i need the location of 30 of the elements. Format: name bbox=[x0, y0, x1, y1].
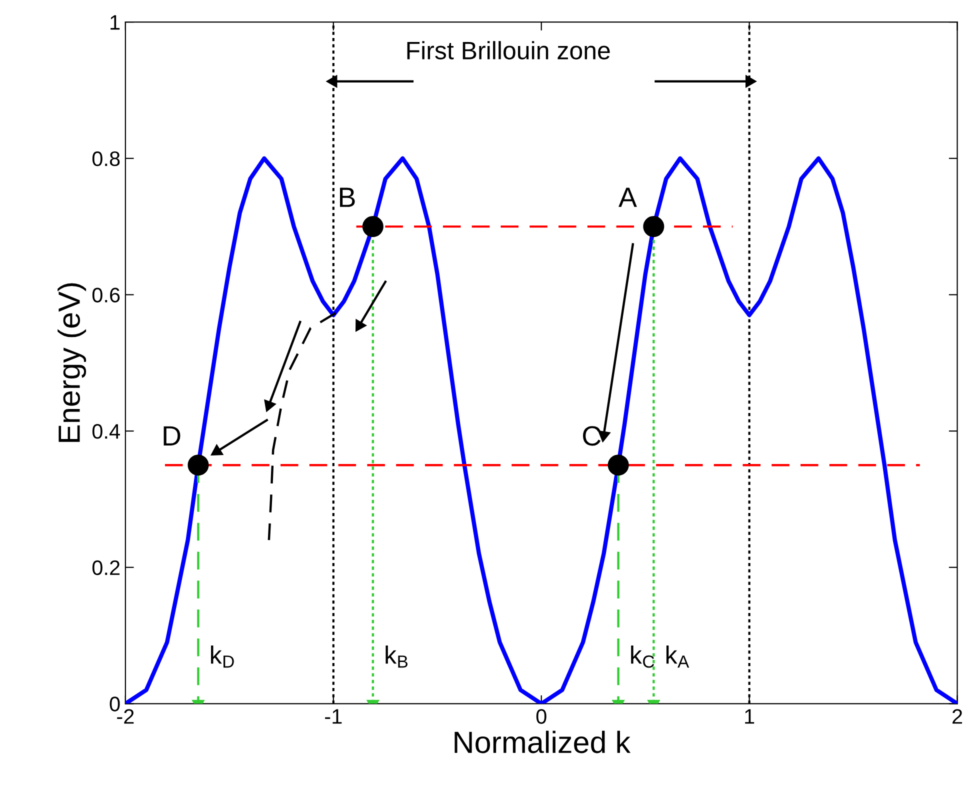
data-label: k$_{A}$ bbox=[666, 646, 690, 668]
x-tick-label: -2 bbox=[117, 709, 134, 724]
data-label: k$_{B}$ bbox=[386, 646, 408, 668]
data-label: A bbox=[618, 188, 637, 207]
point bbox=[356, 319, 366, 332]
y-tick-label: 0.4 bbox=[92, 424, 120, 439]
line-series bbox=[268, 312, 337, 542]
x-tick-label: 0 bbox=[536, 709, 546, 724]
y-tick-label: 0.2 bbox=[92, 560, 120, 576]
x-tick-label: -1 bbox=[325, 709, 342, 724]
y-tick-label: 0.6 bbox=[92, 288, 120, 302]
y-tick-label: 0.8 bbox=[92, 151, 120, 166]
x-tick-label: 1 bbox=[745, 709, 754, 724]
y-tick-label: 0 bbox=[110, 696, 120, 712]
annotation: First Brillouin zone bbox=[407, 41, 610, 60]
x-tick-label: 2 bbox=[952, 709, 962, 724]
data-label: k$_{D}$ bbox=[211, 646, 234, 668]
data-label: D bbox=[164, 426, 180, 446]
point bbox=[643, 216, 664, 238]
x-axis-title: Normalized k bbox=[454, 730, 631, 754]
data-label: B bbox=[340, 188, 355, 207]
data-label: C bbox=[582, 426, 601, 446]
point bbox=[264, 400, 276, 412]
point bbox=[362, 216, 384, 238]
y-axis-title: Energy (eV) bbox=[58, 283, 86, 442]
y-tick-label: 1 bbox=[110, 15, 120, 30]
point bbox=[188, 454, 209, 476]
point bbox=[608, 454, 629, 476]
point bbox=[210, 444, 224, 456]
data-label: k$_{C}$ bbox=[631, 646, 654, 668]
